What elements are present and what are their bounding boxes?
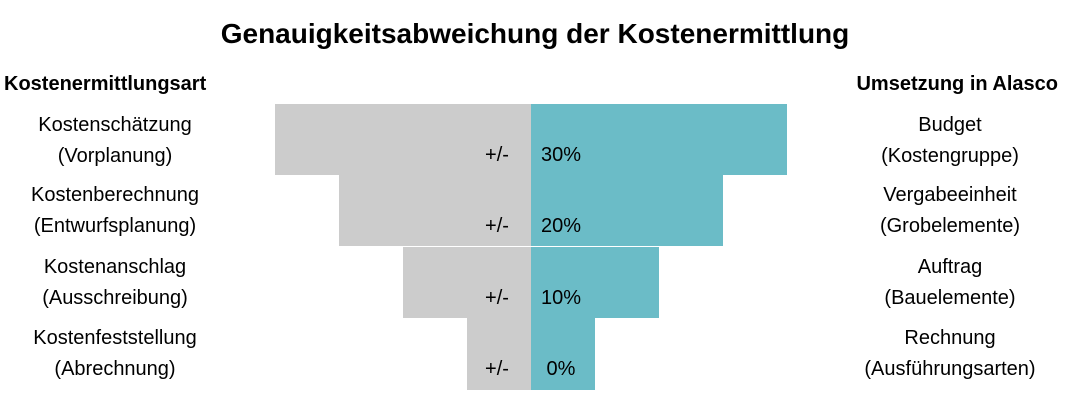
cost-method-phase: (Vorplanung) bbox=[57, 145, 173, 167]
cost-method-phase: (Ausschreibung) bbox=[42, 287, 188, 309]
deviation-bar-lower bbox=[275, 104, 531, 175]
plus-minus-label: +/- bbox=[485, 358, 509, 380]
left-row-label: Kostenberechnung (Entwurfsplanung) bbox=[0, 180, 230, 242]
left-column-header: Kostenermittlungsart bbox=[4, 73, 207, 95]
cost-method-phase: (Abrechnung) bbox=[54, 358, 176, 380]
deviation-value-label: 30% bbox=[541, 144, 581, 166]
deviation-value-label: 10% bbox=[541, 287, 581, 309]
alasco-level-name: Budget bbox=[918, 114, 982, 136]
deviation-bar-upper bbox=[531, 104, 787, 175]
deviation-bar-lower bbox=[339, 175, 531, 246]
alasco-level-name: Vergabeeinheit bbox=[883, 184, 1017, 206]
left-row-label: Kostenanschlag (Ausschreibung) bbox=[0, 252, 230, 314]
plus-minus-label: +/- bbox=[485, 144, 509, 166]
cost-method-name: Kostenanschlag bbox=[43, 256, 187, 278]
cost-method-phase: (Entwurfsplanung) bbox=[33, 215, 197, 237]
deviation-bar-lower bbox=[403, 247, 531, 318]
left-row-label: Kostenschätzung (Vorplanung) bbox=[0, 110, 230, 172]
alasco-level-detail: (Grobelemente) bbox=[879, 215, 1021, 237]
cost-method-name: Kostenberechnung bbox=[31, 184, 199, 206]
right-row-label: Vergabeeinheit (Grobelemente) bbox=[835, 180, 1065, 242]
alasco-level-detail: (Bauelemente) bbox=[884, 287, 1016, 309]
deviation-bar-upper bbox=[531, 175, 723, 246]
cost-method-name: Kostenfeststellung bbox=[33, 327, 197, 349]
plus-minus-label: +/- bbox=[485, 215, 509, 237]
alasco-level-detail: (Kostengruppe) bbox=[881, 145, 1019, 167]
chart-title: Genauigkeitsabweichung der Kostenermittl… bbox=[220, 18, 850, 49]
deviation-bar-upper bbox=[531, 318, 595, 390]
right-row-label: Rechnung (Ausführungsarten) bbox=[835, 323, 1065, 385]
right-row-label: Auftrag (Bauelemente) bbox=[835, 252, 1065, 314]
deviation-bar-upper bbox=[531, 247, 659, 318]
alasco-level-detail: (Ausführungsarten) bbox=[864, 358, 1036, 380]
alasco-level-name: Rechnung bbox=[904, 327, 996, 349]
cost-method-name: Kostenschätzung bbox=[38, 114, 192, 136]
left-row-label: Kostenfeststellung (Abrechnung) bbox=[0, 323, 230, 385]
right-column-header: Umsetzung in Alasco bbox=[856, 73, 1058, 95]
deviation-bar-lower bbox=[467, 318, 531, 390]
deviation-value-label: 0% bbox=[547, 358, 576, 380]
alasco-level-name: Auftrag bbox=[917, 256, 983, 278]
plus-minus-label: +/- bbox=[485, 287, 509, 309]
deviation-value-label: 20% bbox=[541, 215, 581, 237]
right-row-label: Budget (Kostengruppe) bbox=[835, 110, 1065, 172]
